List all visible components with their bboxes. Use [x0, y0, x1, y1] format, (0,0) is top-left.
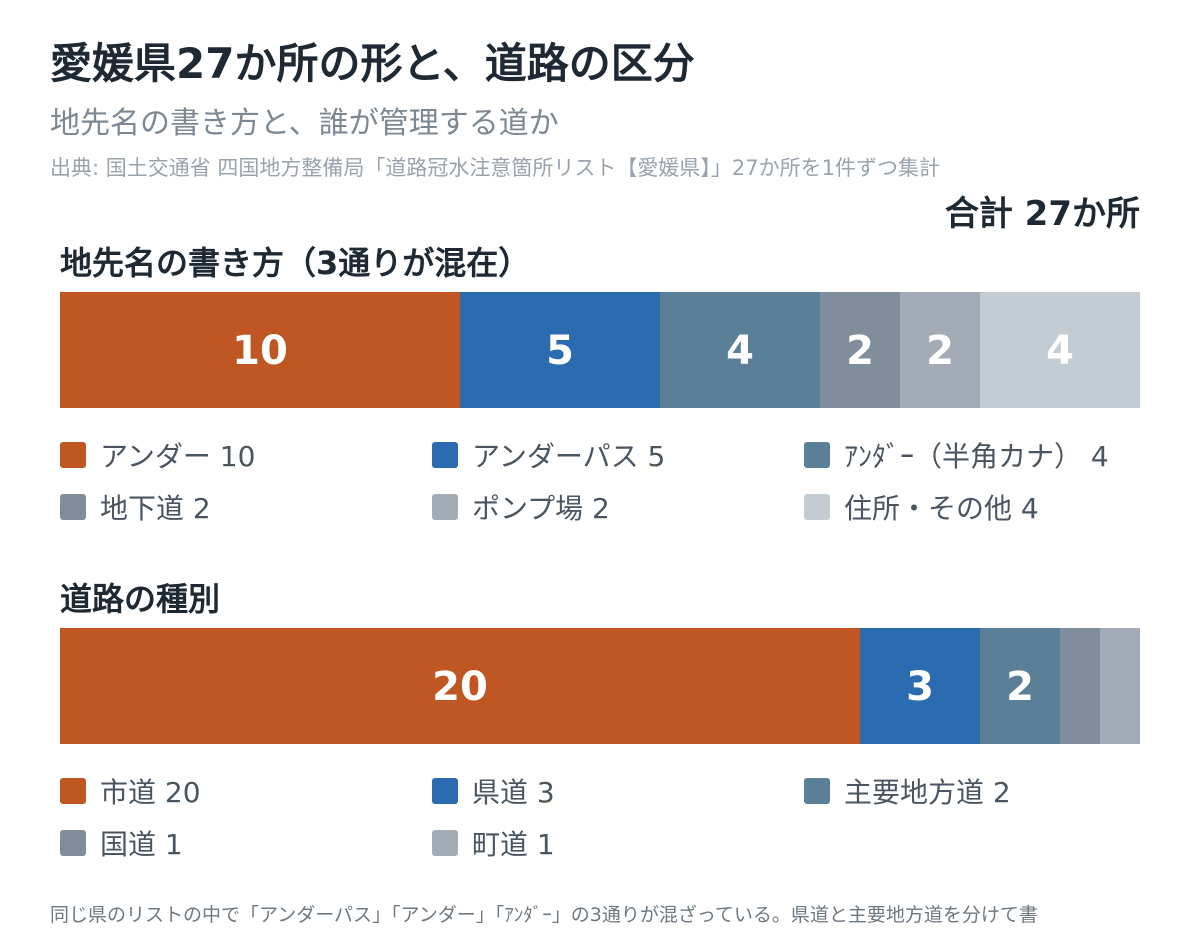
segment-value-label: 5: [546, 328, 574, 374]
bar-segment-0-1: [460, 292, 660, 408]
legend-item: ｱﾝﾀﾞｰ（半角カナ） 4: [804, 438, 1109, 473]
legend-item: 主要地方道 2: [804, 774, 1011, 809]
bar-segment-0-0: [60, 292, 460, 408]
segment-value-label: 4: [1046, 328, 1074, 374]
legend-label: ｱﾝﾀﾞｰ（半角カナ） 4: [844, 440, 1109, 473]
legend-swatch: [432, 442, 458, 468]
legend-item: 町道 1: [432, 826, 555, 861]
bar-segment-1-0: [60, 628, 860, 744]
bar-segment-0-3: [820, 292, 900, 408]
legend-label: ポンプ場 2: [472, 492, 610, 525]
legend-label: 町道 1: [472, 828, 555, 861]
legend-item: 住所・その他 4: [804, 490, 1039, 525]
legend-swatch: [804, 494, 830, 520]
source-note: 出典: 国土交通省 四国地方整備局「道路冠水注意箇所リスト【愛媛県】」27か所を…: [50, 156, 941, 180]
legend-label: 国道 1: [100, 828, 183, 861]
legend-label: アンダーパス 5: [472, 440, 666, 473]
legend-label: 住所・その他 4: [844, 492, 1039, 525]
legend-swatch: [432, 778, 458, 804]
segment-value-label: 20: [432, 664, 488, 710]
bar-segment-1-1: [860, 628, 980, 744]
segment-value-label: 10: [232, 328, 288, 374]
legend-swatch: [432, 830, 458, 856]
bar-segment-0-5: [980, 292, 1140, 408]
legend-label: 地下道 2: [100, 492, 211, 525]
legend-label: 主要地方道 2: [844, 776, 1011, 809]
legend-swatch: [60, 778, 86, 804]
segment-value-label: 4: [726, 328, 754, 374]
legend-item: アンダー 10: [60, 438, 256, 473]
segment-value-label: 3: [906, 664, 934, 710]
legend-label: アンダー 10: [100, 440, 256, 473]
legend-item: ポンプ場 2: [432, 490, 610, 525]
bar-segment-0-4: [900, 292, 980, 408]
section-title-road-type: 道路の種別: [60, 580, 221, 618]
legend-swatch: [432, 494, 458, 520]
legend-item: 地下道 2: [60, 490, 211, 525]
legend-swatch: [60, 494, 86, 520]
segment-value-label: 2: [846, 328, 874, 374]
bar-segment-1-4: [1100, 628, 1140, 744]
chart-subtitle: 地先名の書き方と、誰が管理する道か: [50, 106, 559, 141]
legend-swatch: [60, 442, 86, 468]
legend-item: 市道 20: [60, 774, 201, 809]
legend-item: アンダーパス 5: [432, 438, 666, 473]
footnote: 同じ県のリストの中で「アンダーパス」「アンダー」「ｱﾝﾀﾞｰ」の3通りが混ざって…: [50, 904, 1038, 926]
legend-item: 県道 3: [432, 774, 555, 809]
segment-value-label: 2: [1006, 664, 1034, 710]
stacked-bar-road-type: 20 3 2: [60, 628, 1140, 744]
legend-item: 国道 1: [60, 826, 183, 861]
legend-swatch: [804, 778, 830, 804]
total-label: 合計 27か所: [944, 194, 1140, 234]
section-title-notation: 地先名の書き方（3通りが混在）: [60, 244, 531, 282]
stacked-bar-notation: 10 5 4 2 2 4: [60, 292, 1140, 408]
legend-swatch: [60, 830, 86, 856]
chart-title: 愛媛県27か所の形と、道路の区分: [50, 39, 695, 88]
legend-label: 県道 3: [472, 776, 555, 809]
bar-segment-1-3: [1060, 628, 1100, 744]
bar-segment-0-2: [660, 292, 820, 408]
bar-segment-1-2: [980, 628, 1060, 744]
legend-swatch: [804, 442, 830, 468]
segment-value-label: 2: [926, 328, 954, 374]
legend-label: 市道 20: [100, 776, 201, 809]
